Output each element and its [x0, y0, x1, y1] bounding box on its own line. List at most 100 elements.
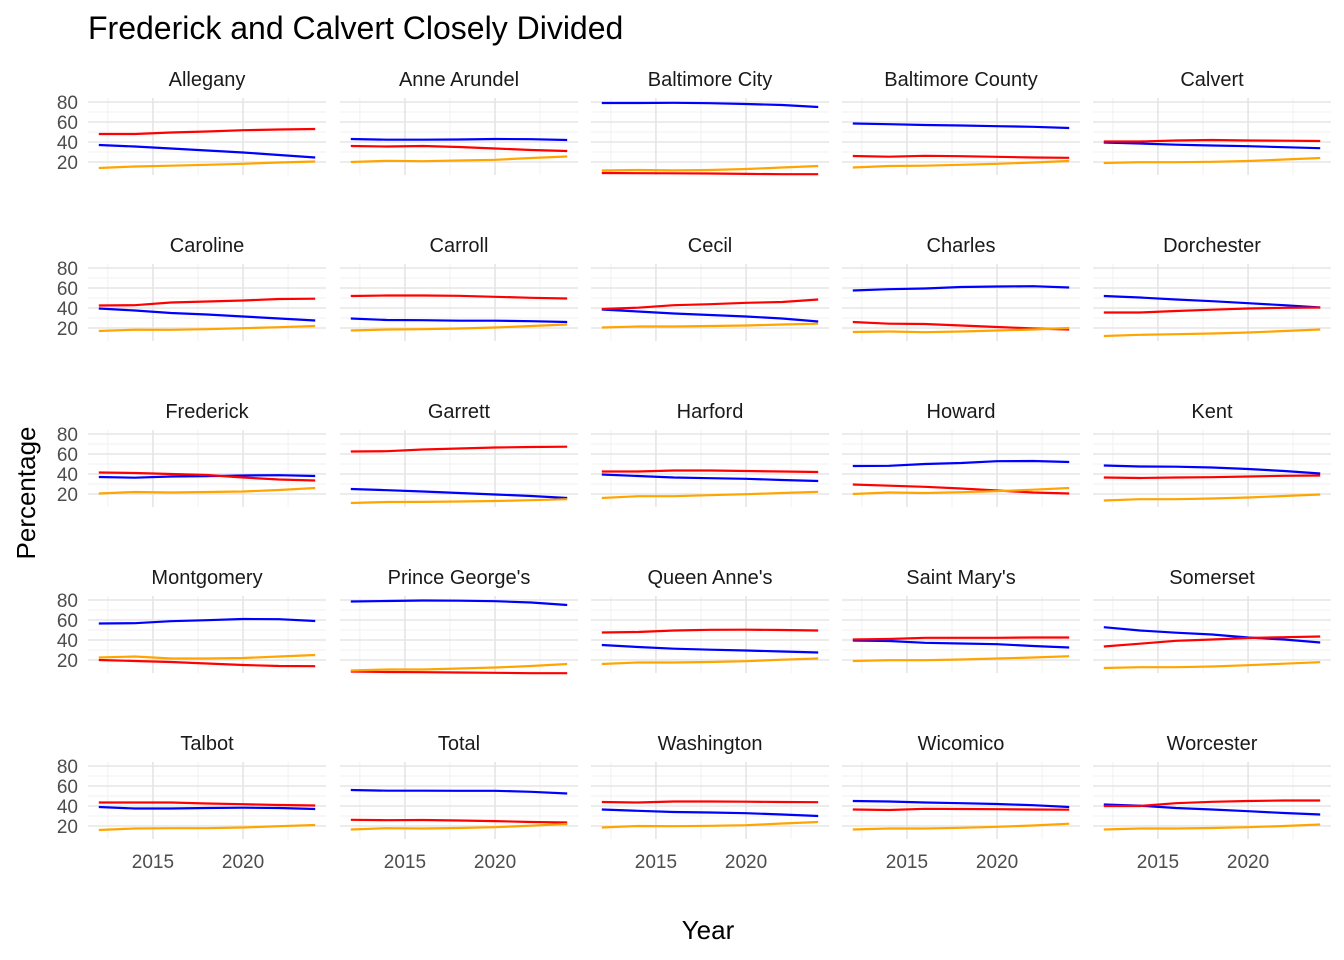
- series-line-orange: [1103, 823, 1321, 831]
- panel-worcester: Worcester 2015 2020: [1093, 733, 1331, 873]
- series-line-blue: [98, 143, 316, 159]
- series-line-orange: [350, 155, 568, 164]
- panel-cecil: Cecil: [591, 235, 829, 341]
- series-line-blue: [1103, 294, 1321, 309]
- facet-label-baltimore-city: Baltimore City: [648, 69, 772, 91]
- facet-label-calvert: Calvert: [1180, 69, 1244, 91]
- panel-garrett: Garrett: [340, 401, 578, 507]
- facet-label-allegany: Allegany: [169, 69, 246, 91]
- series-line-red: [852, 807, 1070, 812]
- y-tick-label: 40: [57, 797, 78, 818]
- series-line-orange: [852, 822, 1070, 831]
- series-line-blue: [98, 474, 316, 479]
- panel-prince-george-s: Prince George's: [340, 567, 578, 675]
- series-line-orange: [1103, 493, 1321, 502]
- panel-washington: Washington 2015 2020: [591, 733, 829, 873]
- series-line-red: [98, 471, 316, 482]
- y-tick-label: 80: [57, 591, 78, 612]
- facet-label-anne-arundel: Anne Arundel: [399, 69, 519, 91]
- series-line-orange: [1103, 156, 1321, 165]
- series-line-orange: [350, 323, 568, 332]
- y-tick-label: 60: [57, 279, 78, 300]
- facet-label-worcester: Worcester: [1167, 733, 1258, 755]
- series-line-blue: [98, 307, 316, 322]
- series-line-red: [1103, 799, 1321, 808]
- series-line-blue: [601, 473, 819, 483]
- series-line-blue: [350, 317, 568, 324]
- series-line-red: [350, 445, 568, 453]
- series-line-red: [98, 127, 316, 136]
- x-tick-label: 2020: [1227, 852, 1269, 873]
- series-line-blue: [852, 459, 1070, 468]
- series-line-blue: [350, 599, 568, 607]
- panel-baltimore-county: Baltimore County: [842, 69, 1080, 175]
- panel-queen-anne-s: Queen Anne's: [591, 567, 829, 673]
- series-line-orange: [601, 657, 819, 666]
- y-axis-title: Percentage: [11, 427, 41, 560]
- series-line-red: [601, 628, 819, 634]
- panel-somerset: Somerset: [1093, 567, 1331, 673]
- series-line-blue: [1103, 464, 1321, 475]
- series-line-orange: [350, 662, 568, 672]
- x-tick-label: 2015: [384, 852, 426, 873]
- series-line-red: [98, 297, 316, 307]
- y-tick-label: 20: [57, 485, 78, 506]
- series-line-orange: [98, 160, 316, 170]
- series-line-blue: [601, 101, 819, 109]
- y-tick-label: 60: [57, 445, 78, 466]
- panel-howard: Howard: [842, 401, 1080, 507]
- series-line-red: [1103, 306, 1321, 314]
- series-line-red: [350, 818, 568, 824]
- y-tick-label: 40: [57, 631, 78, 652]
- series-line-blue: [1103, 141, 1321, 150]
- series-line-blue: [1103, 626, 1321, 644]
- series-line-orange: [350, 498, 568, 505]
- y-tick-label: 80: [57, 425, 78, 446]
- facet-label-total: Total: [438, 733, 480, 755]
- facet-label-howard: Howard: [927, 401, 996, 423]
- series-line-red: [350, 144, 568, 153]
- x-tick-label: 2020: [474, 852, 516, 873]
- y-tick-label: 60: [57, 611, 78, 632]
- panel-total: Total 2015 2020: [340, 733, 578, 873]
- y-tick-label: 60: [57, 777, 78, 798]
- facet-label-wicomico: Wicomico: [918, 733, 1005, 755]
- facet-label-carroll: Carroll: [430, 235, 489, 257]
- series-line-orange: [601, 164, 819, 172]
- series-line-orange: [601, 490, 819, 500]
- series-line-orange: [601, 322, 819, 329]
- facet-label-somerset: Somerset: [1169, 567, 1255, 589]
- panel-saint-mary-s: Saint Mary's: [842, 567, 1080, 673]
- facet-label-talbot: Talbot: [180, 733, 234, 755]
- series-line-red: [1103, 138, 1321, 143]
- y-tick-label: 80: [57, 757, 78, 778]
- facet-label-harford: Harford: [677, 401, 744, 423]
- series-line-orange: [1103, 661, 1321, 670]
- panel-wicomico: Wicomico 2015 2020: [842, 733, 1080, 873]
- y-tick-label: 20: [57, 319, 78, 340]
- facet-label-prince-george-s: Prince George's: [388, 567, 531, 589]
- facet-label-washington: Washington: [658, 733, 763, 755]
- y-tick-label: 20: [57, 153, 78, 174]
- facet-label-cecil: Cecil: [688, 235, 732, 257]
- x-tick-label: 2020: [976, 852, 1018, 873]
- series-line-red: [1103, 635, 1321, 648]
- facet-label-kent: Kent: [1191, 401, 1233, 423]
- series-line-blue: [601, 308, 819, 323]
- series-line-red: [350, 294, 568, 300]
- facet-label-frederick: Frederick: [165, 401, 249, 423]
- facet-label-dorchester: Dorchester: [1163, 235, 1261, 257]
- series-line-blue: [350, 788, 568, 795]
- series-line-blue: [98, 805, 316, 811]
- series-line-orange: [350, 822, 568, 831]
- facet-label-queen-anne-s: Queen Anne's: [647, 567, 772, 589]
- x-tick-label: 2020: [725, 852, 767, 873]
- y-tick-label: 20: [57, 651, 78, 672]
- series-line-red: [350, 670, 568, 675]
- series-line-orange: [98, 324, 316, 333]
